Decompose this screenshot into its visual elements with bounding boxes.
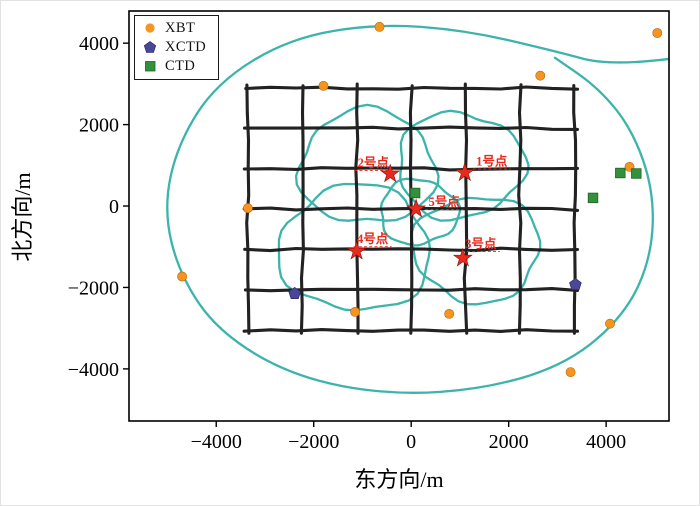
legend-label: XBT — [165, 19, 196, 36]
series-ctd — [409, 167, 642, 204]
xbt-marker — [605, 318, 615, 329]
xbt-marker — [350, 306, 360, 317]
y-tick-label: −2000 — [68, 277, 119, 299]
pentagon-icon — [143, 41, 157, 53]
xbt-marker — [318, 81, 329, 91]
survey-grid-line — [242, 328, 580, 333]
track-petal — [379, 177, 462, 247]
station-label: 2号点 — [358, 155, 390, 170]
station-star-icon — [380, 163, 401, 183]
y-tick-label: 0 — [109, 196, 119, 218]
track-petal — [294, 103, 440, 222]
survey-grid-line — [243, 287, 580, 293]
survey-grid-line — [243, 246, 580, 253]
x-tick-label: −2000 — [288, 431, 339, 453]
x-tick-label: 2000 — [489, 431, 529, 453]
y-tick-label: 4000 — [79, 33, 119, 55]
y-tick-label: 2000 — [79, 115, 119, 137]
station-markers: 1号点 2号点 3号点 4号点 5号点 — [346, 154, 511, 267]
xctd-marker — [288, 286, 302, 299]
ctd-marker — [615, 167, 626, 179]
legend-label: XCTD — [165, 38, 207, 55]
x-tick-label: 4000 — [586, 431, 626, 453]
station-label: 4号点 — [357, 231, 389, 246]
x-tick-label: −4000 — [191, 431, 242, 453]
ctd-marker — [631, 168, 642, 179]
station-label: 3号点 — [465, 236, 497, 251]
xbt-marker — [177, 271, 187, 282]
station-star-icon — [406, 198, 427, 218]
series-xbt — [177, 21, 663, 377]
legend: XBT XCTD CTD — [134, 15, 220, 80]
xbt-marker — [444, 308, 455, 319]
xbt-marker — [242, 203, 253, 213]
station-label: 5号点 — [428, 194, 460, 209]
square-icon — [145, 61, 156, 72]
xbt-marker — [374, 21, 385, 32]
survey-grid-line — [244, 85, 580, 91]
series-xctd — [288, 277, 582, 299]
legend-item-xbt: XBT — [141, 19, 206, 37]
y-axis-title: 北方向/m — [10, 172, 35, 262]
ctd-marker — [587, 192, 599, 204]
x-tick-label: 0 — [406, 431, 416, 453]
legend-label: CTD — [165, 57, 196, 74]
x-axis-title: 东方向/m — [354, 467, 444, 492]
xbt-marker — [652, 28, 663, 38]
ctd-marker — [409, 187, 421, 199]
station-star-icon — [452, 247, 473, 267]
legend-item-xctd: XCTD — [141, 38, 206, 56]
plot-frame — [128, 10, 670, 422]
xctd-marker — [569, 277, 582, 290]
station-star-icon — [346, 240, 367, 260]
track-outer-loop — [166, 24, 669, 394]
survey-grid-line — [242, 166, 580, 172]
xbt-marker — [565, 367, 576, 377]
station-label: 1号点 — [476, 154, 508, 169]
xbt-marker — [535, 70, 546, 81]
y-tick-label: −4000 — [68, 359, 119, 381]
survey-grid-line — [242, 125, 580, 131]
station-star-icon — [454, 162, 475, 182]
legend-item-ctd: CTD — [141, 57, 206, 75]
circle-icon — [145, 23, 155, 33]
axes: −4000 −2000 0 2000 4000 −4000 −2000 0 2000 4000 — [68, 10, 670, 453]
